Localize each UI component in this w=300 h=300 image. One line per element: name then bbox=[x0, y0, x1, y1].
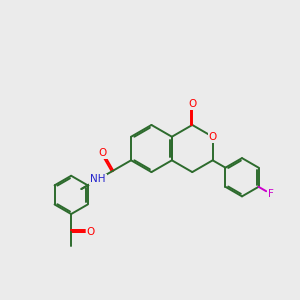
Text: O: O bbox=[208, 132, 217, 142]
Text: O: O bbox=[86, 227, 95, 237]
Text: O: O bbox=[99, 148, 107, 158]
Text: NH: NH bbox=[90, 174, 106, 184]
Text: F: F bbox=[268, 189, 274, 199]
Text: O: O bbox=[188, 99, 196, 110]
